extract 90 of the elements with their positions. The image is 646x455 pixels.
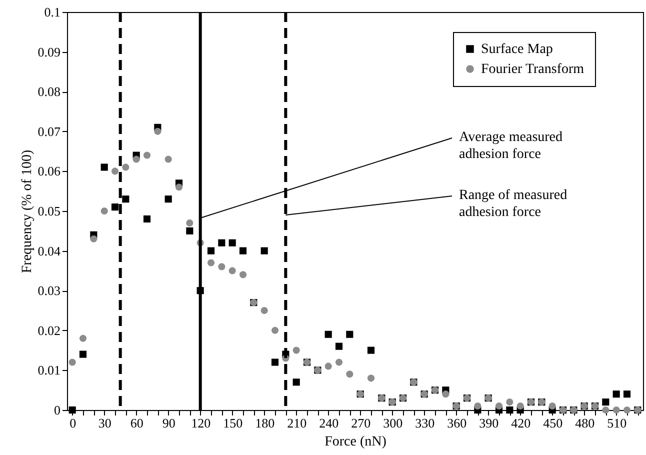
point [367,346,375,354]
point [186,227,194,234]
point [271,358,279,366]
y-tick-label: 0.07 [38,124,61,139]
x-tick-label: 60 [130,416,144,430]
point [154,128,162,135]
y-tick-label: 0.04 [38,243,61,258]
point [218,263,226,270]
point [175,184,183,191]
point [346,330,354,338]
point [207,259,215,266]
x-tick-label: 480 [575,416,595,430]
point [602,406,610,414]
point [68,358,76,366]
x-tick-label: 450 [543,416,563,430]
point [612,390,620,398]
point [623,390,631,398]
point [122,164,130,171]
point [228,239,236,246]
point [516,402,524,410]
point [623,406,631,414]
y-tick-label: 0.01 [38,362,60,378]
point [228,267,236,274]
x-tick-label: 210 [287,416,307,430]
point [239,247,247,254]
point [239,271,247,278]
point [474,402,482,410]
point [111,168,119,175]
point [367,374,375,382]
point [122,196,130,203]
point [506,406,514,414]
legend-label: Surface Map [481,42,553,57]
point [143,152,151,159]
point [495,402,503,410]
point [548,402,556,410]
y-tick-label: 0 [54,402,60,418]
point [271,326,279,334]
point [292,378,300,386]
point [143,215,151,222]
point [324,330,332,338]
x-axis-title: Force (nN) [324,434,387,450]
y-tick-label: 0.08 [38,84,60,100]
point [207,247,215,254]
x-tick-label: 420 [511,416,531,430]
point [218,239,226,246]
x-tick-label: 300 [383,416,403,430]
x-tick-label: 0 [70,416,76,430]
point [335,358,343,366]
y-tick-label: 0.09 [38,44,60,60]
x-tick-label: 330 [415,416,435,430]
y-tick-label: 0.06 [38,164,61,179]
legend-label: Fourier Transform [481,62,584,77]
point [506,398,514,406]
y-axis-title: Frequency (% of 100) [20,150,35,274]
x-tick-label: 270 [351,416,371,430]
y-tick-label: 0.1 [44,4,60,20]
point [100,207,108,215]
x-tick-label: 390 [479,416,499,430]
point [164,196,172,203]
ref-line-label: Range of measured adhesion force [459,188,568,220]
point [324,362,332,370]
x-tick-label: 120 [191,416,211,430]
point [260,247,268,254]
y-tick-label: 0.03 [38,283,60,298]
point [186,219,194,226]
point [100,164,108,171]
x-tick-label: 240 [319,416,339,430]
y-tick-label: 0.02 [38,322,60,338]
point [442,390,450,398]
point [612,406,620,414]
ref-line-label: Average measured adhesion force [459,130,563,162]
point [602,398,610,406]
point [90,235,98,242]
point [164,156,172,163]
point [292,346,300,354]
x-tick-label: 150 [223,416,243,430]
point [111,203,119,211]
y-tick-label: 0.05 [38,204,60,218]
x-tick-label: 360 [447,416,467,430]
point [79,350,87,358]
x-tick-label: 30 [98,416,112,430]
x-tick-label: 90 [162,416,176,430]
point [132,156,140,163]
point [68,406,76,414]
point [79,334,87,342]
x-tick-label: 180 [255,416,275,430]
point [260,306,268,314]
point [346,370,354,378]
point [335,342,343,350]
x-tick-label: 510 [607,416,627,430]
